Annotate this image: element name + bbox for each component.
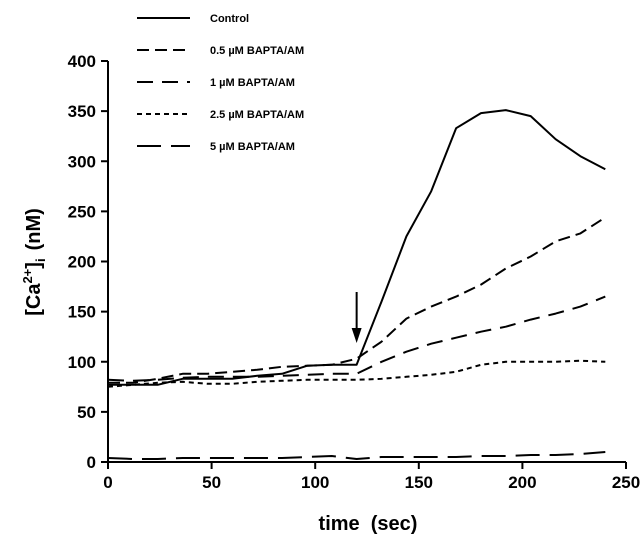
legend-label-3: 1 µM BAPTA/AM xyxy=(210,77,295,89)
y-axis-title: [Ca2+]i (nM) xyxy=(20,208,48,316)
series-line-2 xyxy=(108,216,606,384)
series-line-5 xyxy=(107,451,606,460)
series-line-3 xyxy=(107,295,606,382)
x-tick-label: 250 xyxy=(612,473,640,492)
axes: 0 50 100 150 200 250 300 350 400 0 50 100 150 200 250 xyxy=(68,52,641,492)
y-tick-label: 350 xyxy=(68,102,96,121)
y-axis-title-main: [Ca xyxy=(23,283,45,316)
y-tick-label: 400 xyxy=(68,52,96,71)
y-tick-label: 200 xyxy=(68,253,96,272)
y-tick-label: 150 xyxy=(68,303,96,322)
series-line-1 xyxy=(108,109,606,386)
y-tick-label: 300 xyxy=(68,152,96,171)
legend-label-2: 0.5 µM BAPTA/AM xyxy=(210,45,304,57)
y-tick-label: 250 xyxy=(68,202,96,221)
x-tick-label: 200 xyxy=(508,473,536,492)
legend-label-1: Control xyxy=(210,13,249,25)
y-tick-label: 50 xyxy=(77,403,96,422)
annotations xyxy=(351,292,362,343)
y-tick-label: 0 xyxy=(87,453,96,472)
x-tick-label: 50 xyxy=(202,473,221,492)
arrow-head xyxy=(351,328,362,343)
x-tick-label: 0 xyxy=(103,473,112,492)
y-axis-title-sub: i xyxy=(33,258,48,262)
series-line-4 xyxy=(107,359,606,388)
y-axis-title-sup: 2+ xyxy=(20,268,35,283)
x-tick-label: 150 xyxy=(405,473,433,492)
plot-area xyxy=(107,109,606,460)
legend: Control 0.5 µM BAPTA/AM 1 µM BAPTA/AM 2.5 µ… xyxy=(137,13,304,153)
x-tick-label: 100 xyxy=(301,473,329,492)
legend-label-4: 2.5 µM BAPTA/AM xyxy=(210,109,304,121)
y-axis-title-unit: (nM) xyxy=(23,208,45,250)
y-axis-title-close: ] xyxy=(23,262,45,269)
y-tick-label: 100 xyxy=(68,353,96,372)
legend-label-5: 5 µM BAPTA/AM xyxy=(210,141,295,153)
x-axis-title: time (sec) xyxy=(319,513,418,535)
